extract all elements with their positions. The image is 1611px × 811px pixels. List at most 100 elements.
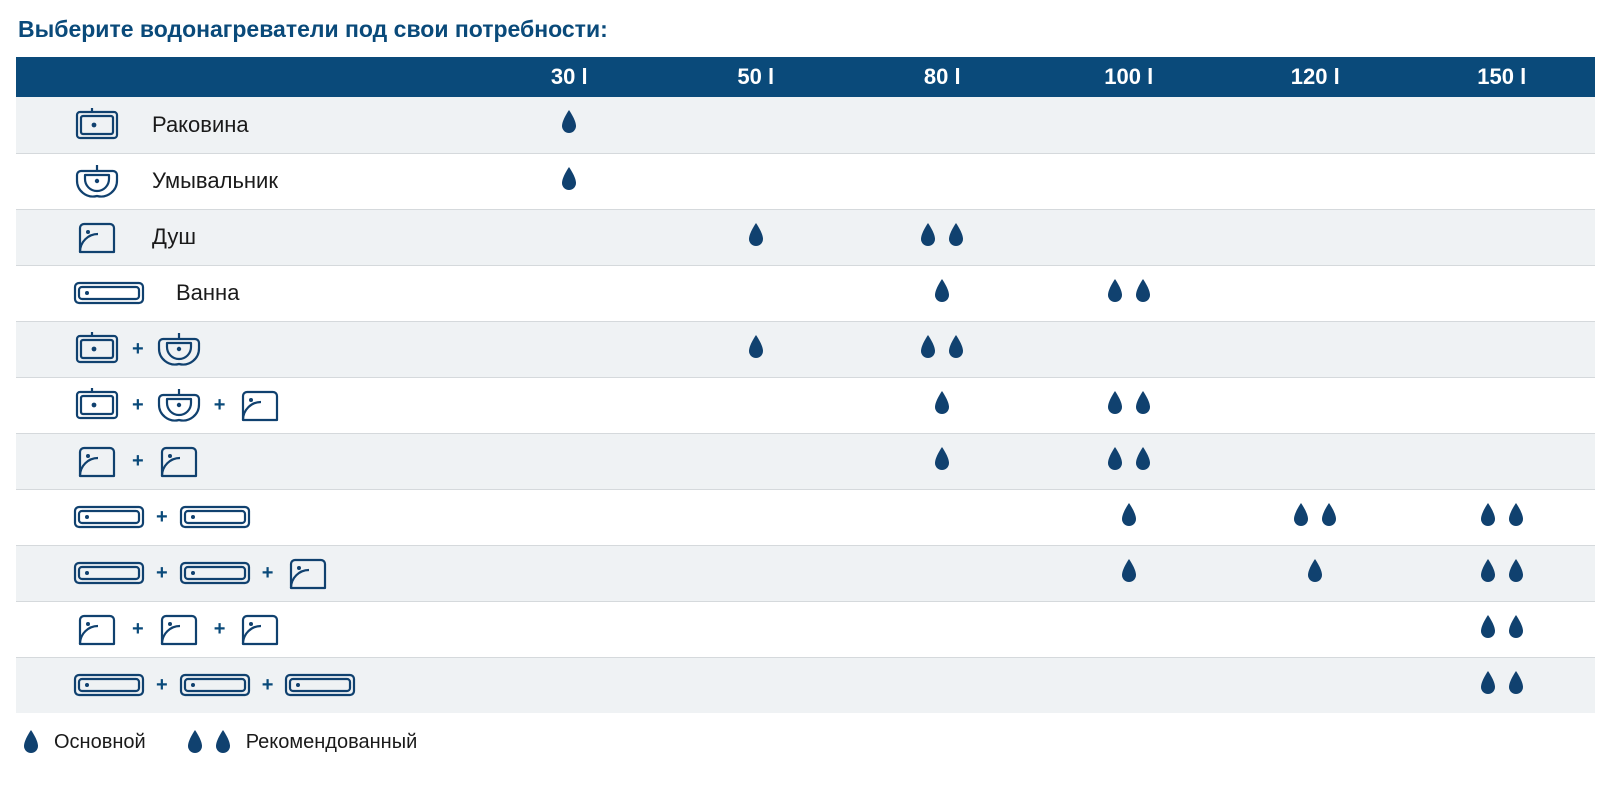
capacity-cell <box>663 433 850 489</box>
header-cap-2: 80 l <box>849 57 1036 97</box>
capacity-cell <box>849 153 1036 209</box>
legend-basic: Основной <box>22 729 146 755</box>
row-label-cell: Душ <box>16 209 476 265</box>
basin-icon <box>72 162 122 200</box>
capacity-cell <box>476 377 663 433</box>
capacity-cell <box>1222 321 1409 377</box>
capacity-cell <box>1036 97 1223 153</box>
sink-icon <box>72 106 122 144</box>
table-row: + <box>16 433 1595 489</box>
drop-icon <box>1479 502 1497 528</box>
basin-icon <box>154 386 204 424</box>
drop-icon <box>1479 558 1497 584</box>
drop-icon <box>1507 614 1525 640</box>
table-row: Раковина <box>16 97 1595 153</box>
row-icons: + <box>72 330 204 368</box>
capacity-cell <box>849 321 1036 377</box>
capacity-cell <box>476 433 663 489</box>
table-row: + + <box>16 657 1595 713</box>
drop-icon <box>1320 502 1338 528</box>
drop-icon <box>1134 390 1152 416</box>
recommended-icon <box>1479 558 1525 584</box>
basic-icon <box>747 222 765 248</box>
capacity-cell <box>1222 657 1409 713</box>
basin-icon <box>154 330 204 368</box>
bath-icon <box>72 502 146 532</box>
drop-icon <box>1134 446 1152 472</box>
sink-icon <box>72 386 122 424</box>
row-text: Раковина <box>152 112 249 138</box>
capacity-cell <box>1222 153 1409 209</box>
basic-icon <box>1120 558 1138 584</box>
drop-icon <box>186 729 204 755</box>
capacity-cell <box>663 209 850 265</box>
capacity-cell <box>663 377 850 433</box>
capacity-cell <box>663 489 850 545</box>
drop-icon <box>1507 670 1525 696</box>
drop-icon <box>1507 502 1525 528</box>
capacity-cell <box>1409 153 1596 209</box>
row-label-cell: + <box>16 433 476 489</box>
capacity-cell <box>1409 545 1596 601</box>
legend-basic-icon <box>22 729 40 755</box>
capacity-cell <box>476 545 663 601</box>
capacity-cell <box>663 97 850 153</box>
row-icons: + + <box>72 554 333 592</box>
shower-icon <box>72 442 122 480</box>
bath-icon <box>72 278 146 308</box>
bath-icon <box>72 670 146 700</box>
capacity-cell <box>476 489 663 545</box>
capacity-cell <box>663 601 850 657</box>
recommended-icon <box>1106 390 1152 416</box>
capacity-cell <box>1409 265 1596 321</box>
row-label-cell: + + <box>16 601 476 657</box>
capacity-cell <box>1036 657 1223 713</box>
drop-icon <box>747 334 765 360</box>
capacity-cell <box>1036 545 1223 601</box>
capacity-cell <box>1409 489 1596 545</box>
capacity-cell <box>849 657 1036 713</box>
drop-icon <box>933 278 951 304</box>
row-text: Душ <box>152 224 196 250</box>
row-icons <box>72 218 122 256</box>
drop-icon <box>1106 390 1124 416</box>
capacity-cell <box>849 97 1036 153</box>
selection-table: 30 l 50 l 80 l 100 l 120 l 150 l Раковин… <box>16 57 1595 713</box>
shower-icon <box>235 386 285 424</box>
drop-icon <box>933 446 951 472</box>
capacity-cell <box>663 545 850 601</box>
capacity-cell <box>663 657 850 713</box>
capacity-cell <box>1409 601 1596 657</box>
drop-icon <box>1120 502 1138 528</box>
drop-icon <box>933 390 951 416</box>
recommended-icon <box>1479 670 1525 696</box>
plus-icon: + <box>132 450 144 473</box>
capacity-cell <box>1409 321 1596 377</box>
capacity-cell <box>1036 265 1223 321</box>
capacity-cell <box>1409 433 1596 489</box>
row-label-cell: + + <box>16 545 476 601</box>
shower-icon <box>283 554 333 592</box>
capacity-cell <box>849 489 1036 545</box>
row-label-cell: + <box>16 489 476 545</box>
row-icons: + <box>72 442 204 480</box>
basic-icon <box>747 334 765 360</box>
row-label-cell: Ванна <box>16 265 476 321</box>
row-text: Ванна <box>176 280 239 306</box>
table-row: + <box>16 321 1595 377</box>
row-label-cell: + + <box>16 657 476 713</box>
bath-icon <box>283 670 357 700</box>
basic-icon <box>933 278 951 304</box>
shower-icon <box>154 610 204 648</box>
drop-icon <box>560 109 578 135</box>
plus-icon: + <box>156 506 168 529</box>
plus-icon: + <box>214 618 226 641</box>
drop-icon <box>947 222 965 248</box>
capacity-cell <box>1036 377 1223 433</box>
header-cap-1: 50 l <box>663 57 850 97</box>
header-cap-3: 100 l <box>1036 57 1223 97</box>
capacity-cell <box>849 377 1036 433</box>
shower-icon <box>72 610 122 648</box>
capacity-cell <box>1222 601 1409 657</box>
recommended-icon <box>919 222 965 248</box>
